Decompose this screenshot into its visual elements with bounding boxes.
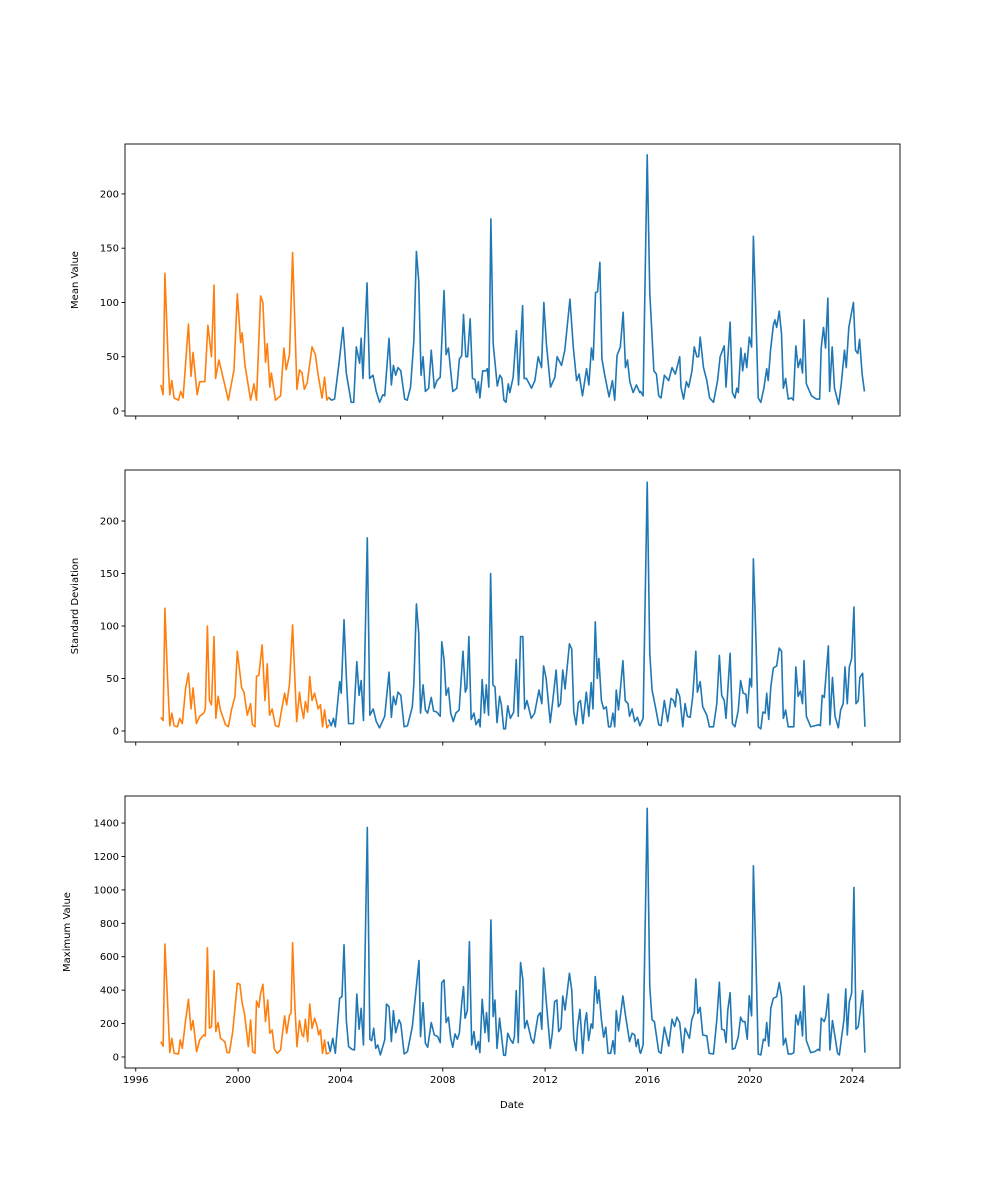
maximum-value-series-orange-line xyxy=(160,941,330,1055)
x-tick-label: 2008 xyxy=(430,1075,455,1086)
x-tick-label: 2024 xyxy=(839,1075,864,1086)
maximum-value-y-axis-label: Maximum Value xyxy=(62,892,73,972)
x-tick-label: 1996 xyxy=(123,1075,148,1086)
y-tick-label: 50 xyxy=(106,352,119,363)
y-tick-label: 0 xyxy=(113,407,119,418)
subplots: 0 50 100 150 200 Mean Value 0 50 100 150 200 Standa… xyxy=(62,143,901,1086)
mean-value-series-blue-line xyxy=(328,154,866,406)
y-tick-label: 200 xyxy=(100,189,119,200)
y-tick-label: 200 xyxy=(100,517,119,528)
y-tick-label: 1000 xyxy=(94,885,119,896)
standard-deviation-subplot: 0 50 100 150 200 Standard Deviation xyxy=(70,469,901,746)
y-tick-label: 0 xyxy=(113,1052,119,1063)
y-tick-label: 400 xyxy=(100,986,119,997)
mean-value-series-orange-line xyxy=(160,251,330,401)
y-tick-label: 1400 xyxy=(94,819,119,830)
y-tick-label: 50 xyxy=(106,674,119,685)
standard-deviation-y-axis-label: Standard Deviation xyxy=(70,558,81,655)
x-tick-label: 2004 xyxy=(328,1075,353,1086)
x-tick-label: 2000 xyxy=(225,1075,250,1086)
y-tick-label: 1200 xyxy=(94,852,119,863)
x-axis-label: Date xyxy=(500,1100,524,1111)
mean-value-subplot: 0 50 100 150 200 Mean Value xyxy=(70,143,901,420)
maximum-value-axes-frame xyxy=(124,795,901,1069)
maximum-value-series-blue-line xyxy=(327,807,866,1057)
y-tick-label: 100 xyxy=(100,298,119,309)
y-tick-label: 150 xyxy=(100,569,119,580)
mean-value-axes-frame xyxy=(124,143,901,417)
y-tick-label: 600 xyxy=(100,952,119,963)
standard-deviation-axes-frame xyxy=(124,469,901,743)
mean-value-y-axis-label: Mean Value xyxy=(70,251,81,309)
standard-deviation-series-orange-line xyxy=(160,607,330,729)
y-tick-label: 150 xyxy=(100,244,119,255)
x-tick-label: 2012 xyxy=(532,1075,557,1086)
standard-deviation-series-blue-line xyxy=(327,481,866,730)
x-tick-label: 2016 xyxy=(635,1075,660,1086)
y-tick-label: 200 xyxy=(100,1019,119,1030)
x-tick-label: 2020 xyxy=(737,1075,762,1086)
maximum-value-subplot: 0 200 400 600 800 1000 1200 1400 1996 2000 2004 200… xyxy=(62,795,901,1086)
y-tick-label: 800 xyxy=(100,919,119,930)
y-tick-label: 0 xyxy=(113,726,119,737)
y-tick-label: 100 xyxy=(100,621,119,632)
